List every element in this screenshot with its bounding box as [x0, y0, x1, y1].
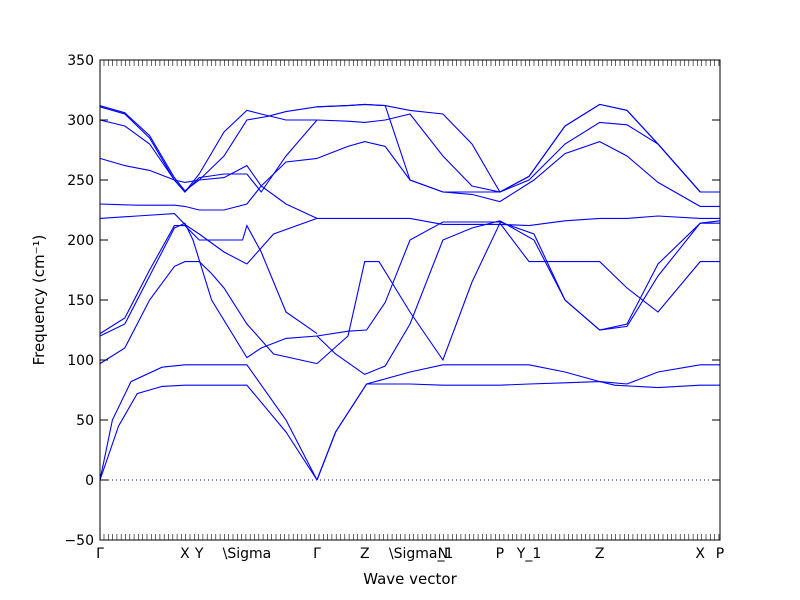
- y-tick-label: 0: [85, 473, 94, 489]
- x-tick-label: \Sigma: [223, 546, 272, 562]
- x-axis: Γ X Y \Sigma Γ Z \Sigma_1N P Y_1 Z X P: [96, 60, 724, 562]
- x-tick-label: Γ: [96, 546, 104, 562]
- band-line-21: [316, 103, 720, 193]
- band-line-10: [316, 220, 721, 337]
- x-tick-label: Y_1: [516, 546, 541, 562]
- y-tick-label: 200: [67, 233, 94, 249]
- y-tick-label: −50: [64, 533, 94, 549]
- y-tick-label: 300: [67, 113, 94, 129]
- band-line-1: [99, 364, 318, 481]
- x-tick-label: N: [438, 546, 448, 562]
- band-line-17: [316, 113, 720, 193]
- x-tick-label: P: [496, 546, 504, 562]
- band-line-9: [316, 220, 720, 376]
- band-line-3: [316, 364, 720, 481]
- y-tick-label: 100: [67, 353, 94, 369]
- x-tick-label: P: [716, 546, 724, 562]
- x-tick-label: X: [695, 546, 705, 562]
- band-line-7: [99, 222, 318, 359]
- x-axis-label: Wave vector: [363, 570, 457, 588]
- x-tick-label: \Sigma_1: [389, 546, 454, 562]
- band-line-14: [316, 141, 720, 207]
- x-tick-label: Z: [360, 546, 370, 562]
- x-tick-label: Z: [595, 546, 605, 562]
- y-tick-label: 250: [67, 173, 94, 189]
- band-line-4: [316, 381, 720, 481]
- band-line-11: [99, 213, 318, 265]
- band-line-16: [99, 119, 318, 193]
- band-line-5: [99, 261, 318, 365]
- x-tick-label: Y: [194, 546, 204, 562]
- band-line-8: [99, 224, 318, 335]
- y-axis-label: Frequency (cm⁻¹): [30, 235, 48, 366]
- band-line-2: [99, 384, 318, 481]
- y-axis: −50 0 50 100 150 200 250 300 350: [64, 53, 720, 549]
- y-tick-label: 50: [76, 413, 94, 429]
- plot-frame: [99, 59, 721, 541]
- band-line-19: [99, 105, 318, 192]
- band-line-15: [99, 157, 318, 219]
- x-tick-label: Γ: [313, 546, 321, 562]
- y-tick-label: 150: [67, 293, 94, 309]
- y-tick-label: 350: [67, 53, 94, 69]
- band-line-6: [316, 222, 720, 365]
- band-line-12: [317, 215, 720, 227]
- x-tick-label: X: [180, 546, 190, 562]
- band-line-20: [316, 103, 720, 193]
- band-lines: [99, 103, 721, 481]
